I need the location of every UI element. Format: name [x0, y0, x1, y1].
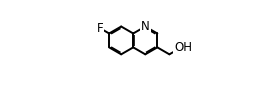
Text: OH: OH [174, 41, 192, 54]
Text: N: N [141, 20, 150, 33]
Text: F: F [97, 22, 103, 35]
